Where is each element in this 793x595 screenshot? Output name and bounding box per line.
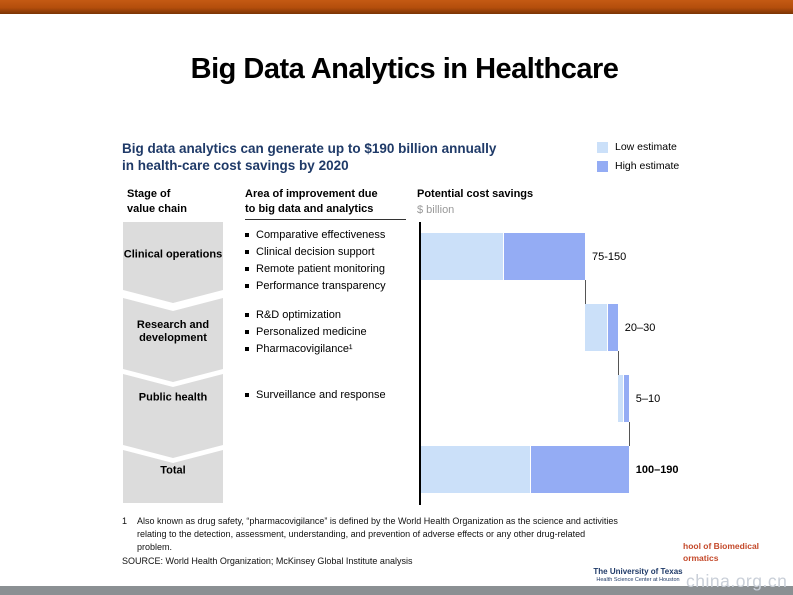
column-header-savings: Potential cost savings $ billion — [417, 187, 533, 218]
bar-value-label-clinical-operations: 75-150 — [591, 251, 627, 263]
chevron-label-public-health: Public health — [138, 391, 208, 404]
bullet-icon — [245, 267, 249, 271]
legend-swatch-high-estimate — [597, 160, 608, 172]
bullet-icon — [245, 393, 249, 397]
biomedical-informatics-logo-line1: hool of Biomedical — [683, 541, 760, 551]
improvement-text: Performance transparency — [256, 280, 386, 292]
biomedical-informatics-logo-text: hool of Biomedical ormatics — [683, 541, 759, 564]
cascade-connector — [584, 280, 586, 304]
bar-value-label-total: 100–190 — [635, 464, 679, 476]
improvement-text: Remote patient monitoring — [256, 263, 386, 275]
bar-low-clinical-operations — [421, 233, 503, 280]
bullet-icon — [245, 347, 249, 351]
exhibit-heading: Big data analytics can generate up to $1… — [122, 141, 496, 174]
bullet-icon — [245, 330, 249, 334]
improvement-item: Clinical decision support — [245, 244, 435, 261]
improvement-item: R&D optimization — [245, 307, 435, 324]
column-header-area-line1: Area of improvement due — [245, 188, 378, 200]
footnote-number: 1 — [122, 516, 128, 526]
top-accent-bar — [0, 0, 793, 14]
chevron-research-and-development: Research and development — [123, 298, 223, 382]
cascade-connector — [617, 351, 619, 375]
improvement-text: Surveillance and response — [256, 389, 386, 401]
column-header-stage-line1: Stage of — [127, 188, 171, 200]
chart-axis-line — [419, 222, 421, 505]
exhibit-heading-line2: in health-care cost savings by 2020 — [122, 157, 349, 173]
university-of-texas-name: The University of Texas — [593, 567, 683, 576]
legend-label-low-estimate: Low estimate — [615, 141, 677, 153]
cascade-connector — [628, 422, 630, 446]
improvement-item: Pharmacovigilance¹ — [245, 341, 435, 358]
source-line: SOURCE: World Health Organization; McKin… — [122, 556, 413, 566]
exhibit-heading-line1: Big data analytics can generate up to $1… — [122, 141, 497, 156]
column-header-underline — [245, 219, 406, 220]
column-header-stage: Stage of value chain — [127, 187, 187, 217]
improvement-text: Clinical decision support — [256, 246, 375, 258]
improvement-item: Surveillance and response — [245, 387, 435, 404]
bullet-icon — [245, 250, 249, 254]
bar-value-label-public-health: 5–10 — [635, 393, 661, 405]
footnote-line: Also known as drug safety, “pharmacovigi… — [137, 516, 618, 526]
bar-value-label-research-and-development: 20–30 — [624, 322, 656, 334]
footnote-line: relating to the detection, assessment, u… — [137, 529, 586, 539]
bar-low-research-and-development — [584, 304, 607, 351]
cost-savings-chart: 75-150 20–30 5–10 100–190 — [419, 222, 709, 514]
chart-legend: Low estimate High estimate — [597, 141, 679, 179]
university-of-texas-logo: The University of Texas Health Science C… — [568, 567, 708, 584]
improvement-item: Performance transparency — [245, 278, 435, 295]
bar-high-total — [531, 446, 629, 493]
bar-low-public-health — [617, 375, 624, 422]
chevron-clinical-operations: Clinical operations — [123, 222, 223, 303]
legend-item-high-estimate: High estimate — [597, 160, 679, 172]
bar-high-clinical-operations — [503, 233, 585, 280]
legend-swatch-low-estimate — [597, 141, 608, 153]
bar-high-public-health — [624, 375, 629, 422]
column-header-area: Area of improvement due to big data and … — [245, 187, 378, 217]
bar-high-research-and-development — [607, 304, 618, 351]
axis-unit-label: $ billion — [417, 204, 455, 216]
bullet-icon — [245, 284, 249, 288]
biomedical-informatics-logo-line2: ormatics — [683, 552, 719, 563]
bar-low-total — [421, 446, 531, 493]
slide-title: Big Data Analytics in Healthcare — [190, 53, 619, 85]
column-header-stage-line2: value chain — [127, 203, 187, 215]
improvement-item: Comparative effectiveness — [245, 227, 435, 244]
bullet-icon — [245, 233, 249, 237]
chevron-public-health: Public health — [123, 374, 223, 458]
watermark: china.org.cn — [686, 571, 788, 591]
chevron-label-research-and-development: Research and development — [136, 319, 210, 344]
improvement-item: Remote patient monitoring — [245, 261, 435, 278]
legend-item-low-estimate: Low estimate — [597, 141, 679, 153]
chevron-label-total: Total — [160, 464, 186, 477]
improvements-research-and-development: R&D optimization Personalized medicine Pha… — [245, 307, 435, 358]
improvement-text: Personalized medicine — [256, 326, 367, 338]
footnote-text: Also known as drug safety, “pharmacovigi… — [137, 515, 618, 554]
improvements-public-health: Surveillance and response — [245, 387, 435, 404]
bullet-icon — [245, 313, 249, 317]
bottom-gray-bar — [0, 586, 793, 595]
column-header-area-line2: to big data and analytics — [245, 203, 374, 215]
improvements-clinical-operations: Comparative effectiveness Clinical decisi… — [245, 227, 435, 295]
footnote-line: problem. — [137, 542, 173, 552]
improvement-item: Personalized medicine — [245, 324, 435, 341]
footnote: 1 Also known as drug safety, “pharmacovi… — [122, 515, 618, 554]
improvement-text: Pharmacovigilance¹ — [256, 343, 353, 355]
improvement-text: Comparative effectiveness — [256, 229, 386, 241]
chevron-label-clinical-operations: Clinical operations — [123, 248, 223, 261]
column-header-savings-title: Potential cost savings — [417, 188, 534, 200]
improvement-text: R&D optimization — [256, 309, 341, 321]
university-of-texas-subtitle: Health Science Center at Houston — [596, 577, 680, 583]
legend-label-high-estimate: High estimate — [615, 160, 680, 172]
